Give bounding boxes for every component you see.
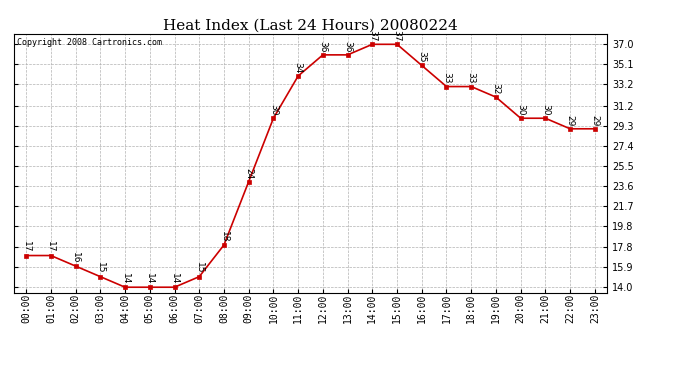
Text: Copyright 2008 Cartronics.com: Copyright 2008 Cartronics.com [17, 38, 161, 46]
Text: 29: 29 [591, 115, 600, 126]
Text: 14: 14 [121, 273, 130, 285]
Text: 14: 14 [170, 273, 179, 285]
Text: 18: 18 [219, 231, 228, 242]
Text: 33: 33 [442, 72, 451, 84]
Text: 17: 17 [21, 241, 30, 253]
Text: 15: 15 [195, 262, 204, 274]
Text: 34: 34 [294, 62, 303, 73]
Text: 14: 14 [146, 273, 155, 285]
Text: 17: 17 [46, 241, 55, 253]
Text: 32: 32 [491, 83, 500, 94]
Text: 15: 15 [96, 262, 105, 274]
Text: 29: 29 [566, 115, 575, 126]
Text: 30: 30 [516, 104, 525, 116]
Text: 16: 16 [71, 252, 80, 263]
Text: 37: 37 [393, 30, 402, 42]
Text: 36: 36 [343, 40, 352, 52]
Text: 36: 36 [318, 40, 327, 52]
Text: 30: 30 [541, 104, 550, 116]
Text: 33: 33 [466, 72, 475, 84]
Title: Heat Index (Last 24 Hours) 20080224: Heat Index (Last 24 Hours) 20080224 [163, 19, 458, 33]
Text: 24: 24 [244, 168, 253, 179]
Text: 35: 35 [417, 51, 426, 63]
Text: 37: 37 [368, 30, 377, 42]
Text: 30: 30 [269, 104, 278, 116]
